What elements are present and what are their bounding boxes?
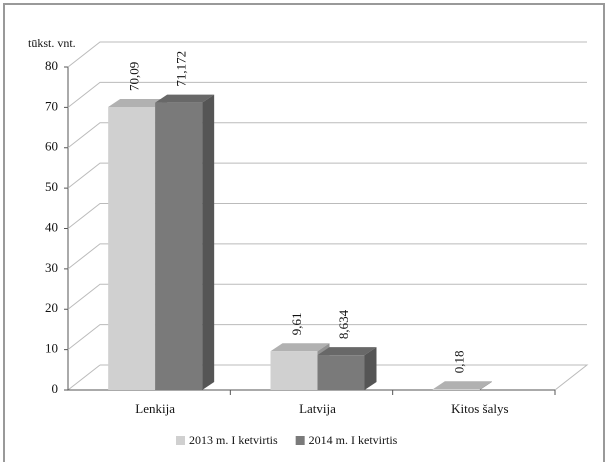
value-label: 9,61 xyxy=(289,312,304,335)
y-tick-label: 20 xyxy=(45,300,58,315)
y-tick-label: 0 xyxy=(52,381,59,396)
legend-swatch xyxy=(176,436,185,445)
grid-line xyxy=(67,283,587,310)
bar-top xyxy=(317,347,377,356)
grid-line xyxy=(67,203,587,229)
bar-top xyxy=(155,94,215,103)
bar xyxy=(108,107,156,390)
grid-line xyxy=(67,324,587,351)
legend-label: 2013 m. I ketvirtis xyxy=(189,433,278,447)
bar-top xyxy=(270,343,330,352)
bar xyxy=(155,102,203,390)
value-label: 0,18 xyxy=(451,351,466,374)
bar-top xyxy=(108,99,168,108)
grid-line xyxy=(67,81,587,108)
bar-side xyxy=(202,94,215,390)
y-tick-label: 70 xyxy=(45,98,58,113)
x-tick-label: Lenkija xyxy=(135,401,175,416)
grid-line xyxy=(67,41,587,68)
y-tick-label: 80 xyxy=(45,58,58,73)
bar-side xyxy=(479,381,492,390)
value-label: 70,09 xyxy=(127,62,142,91)
y-tick-label: 10 xyxy=(45,341,58,356)
axis-label: tūkst. vnt. xyxy=(28,36,76,50)
bar-top xyxy=(432,381,492,390)
grid-line xyxy=(67,243,587,270)
y-tick-label: 30 xyxy=(45,260,58,275)
frame xyxy=(3,3,605,462)
back-wall-edge xyxy=(67,67,101,392)
value-label: 8,634 xyxy=(336,309,351,339)
grid-line xyxy=(67,122,587,149)
x-tick-label: Latvija xyxy=(299,401,336,416)
y-tick-label: 50 xyxy=(45,179,58,194)
x-tick-label: Kitos šalys xyxy=(451,401,508,416)
bar-side xyxy=(364,347,377,390)
y-tick-label: 40 xyxy=(45,219,58,234)
grid-line xyxy=(67,162,587,189)
bar xyxy=(270,351,318,390)
legend-label: 2014 m. I ketvirtis xyxy=(309,433,398,447)
value-label: 71,172 xyxy=(174,51,189,87)
legend-swatch xyxy=(295,436,305,445)
bar xyxy=(317,355,365,390)
bar xyxy=(432,389,480,390)
y-tick-label: 60 xyxy=(45,139,58,154)
